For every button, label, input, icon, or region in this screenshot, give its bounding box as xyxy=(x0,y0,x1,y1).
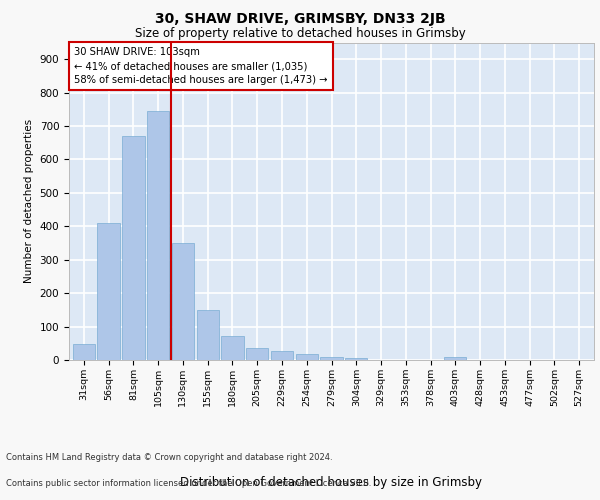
Text: Contains HM Land Registry data © Crown copyright and database right 2024.: Contains HM Land Registry data © Crown c… xyxy=(6,454,332,462)
Text: 30 SHAW DRIVE: 103sqm
← 41% of detached houses are smaller (1,035)
58% of semi-d: 30 SHAW DRIVE: 103sqm ← 41% of detached … xyxy=(74,48,328,86)
Bar xyxy=(73,344,95,360)
Text: Size of property relative to detached houses in Grimsby: Size of property relative to detached ho… xyxy=(134,28,466,40)
Text: 30, SHAW DRIVE, GRIMSBY, DN33 2JB: 30, SHAW DRIVE, GRIMSBY, DN33 2JB xyxy=(155,12,445,26)
Bar xyxy=(172,243,194,360)
X-axis label: Distribution of detached houses by size in Grimsby: Distribution of detached houses by size … xyxy=(181,476,482,488)
Text: Contains public sector information licensed under the Open Government Licence v3: Contains public sector information licen… xyxy=(6,478,371,488)
Bar xyxy=(345,358,367,360)
Bar xyxy=(97,223,120,360)
Bar xyxy=(320,356,343,360)
Y-axis label: Number of detached properties: Number of detached properties xyxy=(24,119,34,284)
Bar xyxy=(197,310,219,360)
Bar xyxy=(221,336,244,360)
Bar xyxy=(147,111,169,360)
Bar xyxy=(122,136,145,360)
Bar xyxy=(246,348,268,360)
Bar xyxy=(444,356,466,360)
Bar xyxy=(296,354,318,360)
Bar xyxy=(271,350,293,360)
